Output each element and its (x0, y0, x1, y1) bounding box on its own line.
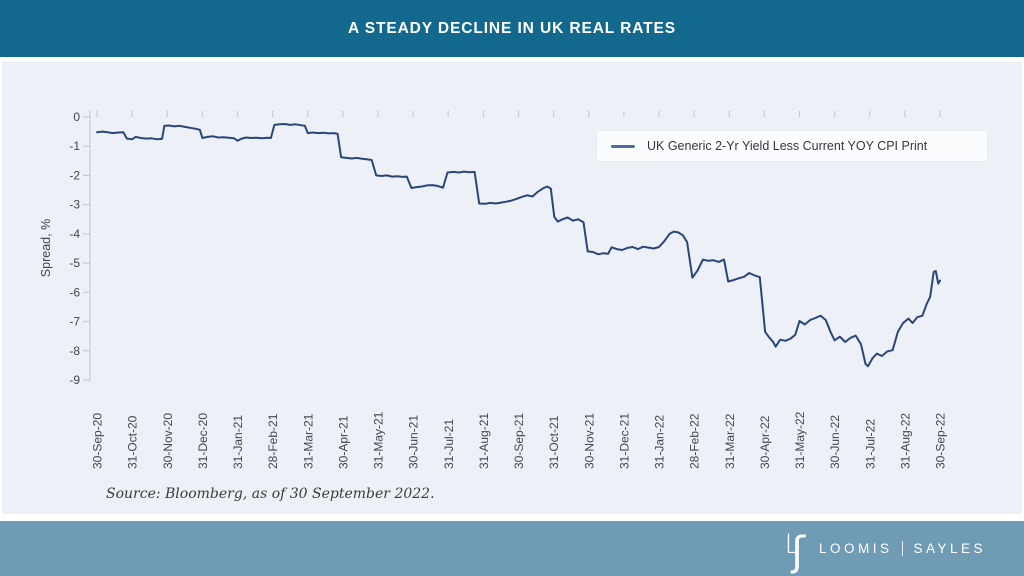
legend-line-icon (611, 144, 635, 148)
x-tick-label: 30-Sep-20 (91, 413, 105, 469)
chart-legend: UK Generic 2-Yr Yield Less Current YOY C… (596, 130, 988, 162)
brand-sayles: SAYLES (913, 541, 986, 556)
x-tick-label: 31-Mar-22 (723, 413, 737, 469)
x-tick-label: 31-Dec-20 (196, 413, 210, 469)
x-tick-label: 30-Apr-21 (336, 415, 350, 469)
y-tick-label: -5 (69, 256, 80, 270)
page-title: A STEADY DECLINE IN UK REAL RATES (348, 19, 676, 37)
x-tick-label: 31-Oct-20 (126, 415, 140, 469)
y-tick-label: -3 (69, 198, 80, 212)
x-tick-label: 31-Mar-21 (301, 413, 315, 469)
y-tick-label: -6 (69, 285, 80, 299)
header-bar: A STEADY DECLINE IN UK REAL RATES (0, 0, 1024, 57)
chart-canvas: 0 -1 -2 -3 -4 -5 -6 -7 -8 -9 30-Sep-20 31-Oct-20 30-… (69, 110, 948, 469)
x-tick-label: 31-Dec-21 (617, 413, 631, 469)
y-tick-label: -8 (69, 344, 80, 358)
y-tick-label: -9 (69, 373, 80, 387)
brand-wordmark: LOOMIS SAYLES (819, 541, 986, 556)
x-tick-label: 31-Oct-21 (547, 415, 561, 469)
logo-letter-s: ʃ (791, 528, 805, 575)
brand-divider (902, 541, 904, 556)
x-tick-label: 30-Jun-21 (407, 415, 421, 469)
series-line (96, 123, 941, 368)
y-tick-label: -7 (69, 315, 80, 329)
y-tick-label: -4 (69, 227, 80, 241)
x-tick-label: 31-Jan-22 (653, 415, 667, 469)
x-tick-label: 31-Aug-22 (898, 413, 912, 469)
source-note: Source: Bloomberg, as of 30 September 20… (106, 486, 435, 502)
x-tick-label: 31-Jul-21 (442, 419, 456, 469)
x-tick-label: 30-Jun-22 (828, 415, 842, 469)
x-tick-label: 30-Sep-21 (512, 413, 526, 469)
x-tick-label: 30-Nov-20 (161, 413, 175, 469)
x-tick-label: 28-Feb-21 (266, 413, 280, 469)
x-tick-label: 31-May-21 (372, 411, 386, 469)
x-tick-label: 30-Nov-21 (582, 413, 596, 469)
y-tick-label: -1 (69, 139, 80, 153)
x-tick-label: 31-Jan-21 (231, 415, 245, 469)
x-tick-label: 28-Feb-22 (688, 413, 702, 469)
x-tick-label: 30-Sep-22 (934, 413, 948, 469)
y-axis-title: Spread, % (39, 218, 53, 278)
x-tick-label: 31-May-22 (793, 411, 807, 469)
y-tick-label: 0 (73, 110, 80, 124)
x-tick-label: 31-Jul-22 (863, 419, 877, 469)
y-tick-label: -2 (69, 168, 80, 182)
x-tick-label: 31-Aug-21 (477, 413, 491, 469)
loomis-sayles-logo-icon: L ʃ (784, 521, 804, 576)
brand-loomis: LOOMIS (818, 541, 893, 556)
chart-panel: 0 -1 -2 -3 -4 -5 -6 -7 -8 -9 30-Sep-20 31-Oct-20 30-… (2, 62, 1022, 514)
footer-bar: L ʃ LOOMIS SAYLES (0, 521, 1024, 576)
logo-letter-l: L (784, 529, 800, 560)
x-tick-label: 30-Apr-22 (758, 415, 772, 469)
legend-series-label: UK Generic 2-Yr Yield Less Current YOY C… (647, 139, 928, 153)
